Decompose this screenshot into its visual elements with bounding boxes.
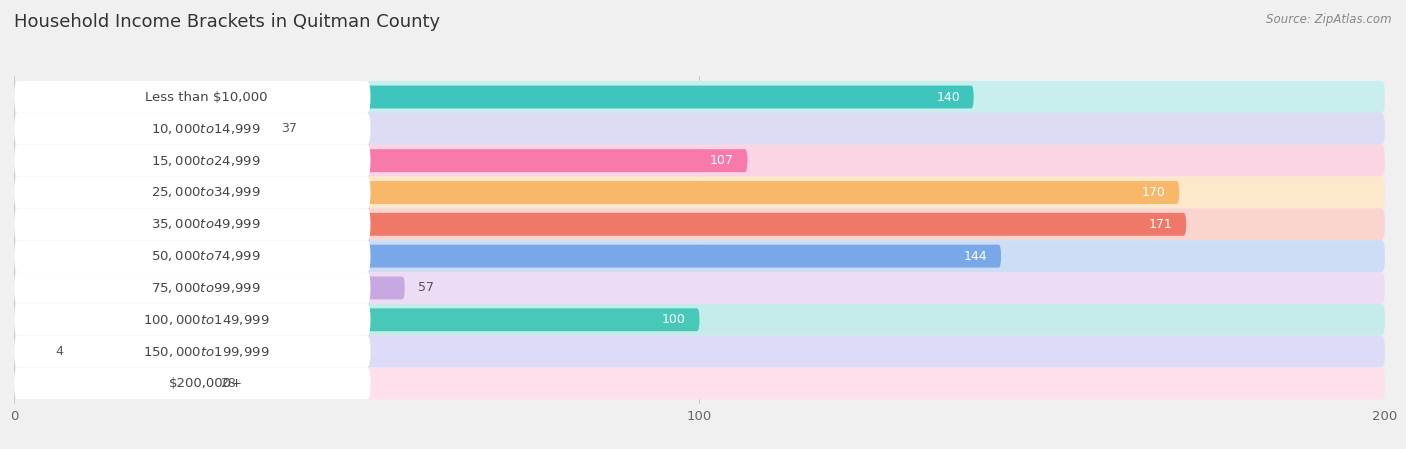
Text: Source: ZipAtlas.com: Source: ZipAtlas.com (1267, 13, 1392, 26)
FancyBboxPatch shape (14, 308, 700, 331)
Text: $35,000 to $49,999: $35,000 to $49,999 (150, 217, 262, 231)
Text: Less than $10,000: Less than $10,000 (145, 91, 267, 104)
FancyBboxPatch shape (14, 277, 405, 299)
FancyBboxPatch shape (14, 272, 371, 304)
FancyBboxPatch shape (14, 336, 371, 367)
Text: $75,000 to $99,999: $75,000 to $99,999 (150, 281, 262, 295)
Text: 4: 4 (55, 345, 63, 358)
FancyBboxPatch shape (14, 81, 1385, 113)
Text: 28: 28 (219, 377, 236, 390)
Text: 107: 107 (710, 154, 734, 167)
Text: $10,000 to $14,999: $10,000 to $14,999 (150, 122, 262, 136)
FancyBboxPatch shape (14, 304, 1385, 336)
Text: 100: 100 (662, 313, 686, 326)
FancyBboxPatch shape (14, 149, 748, 172)
FancyBboxPatch shape (14, 304, 371, 336)
Text: $25,000 to $34,999: $25,000 to $34,999 (150, 185, 262, 199)
FancyBboxPatch shape (14, 372, 207, 395)
FancyBboxPatch shape (14, 208, 1385, 240)
FancyBboxPatch shape (14, 86, 973, 109)
FancyBboxPatch shape (14, 245, 1001, 268)
FancyBboxPatch shape (14, 240, 1385, 272)
Text: $100,000 to $149,999: $100,000 to $149,999 (143, 313, 269, 327)
Text: $200,000+: $200,000+ (169, 377, 243, 390)
FancyBboxPatch shape (14, 113, 371, 145)
Text: $150,000 to $199,999: $150,000 to $199,999 (143, 344, 269, 359)
FancyBboxPatch shape (14, 113, 1385, 145)
FancyBboxPatch shape (14, 145, 1385, 176)
FancyBboxPatch shape (14, 176, 371, 208)
Text: 140: 140 (936, 91, 960, 104)
Text: 57: 57 (419, 282, 434, 295)
Text: $50,000 to $74,999: $50,000 to $74,999 (150, 249, 262, 263)
Text: 37: 37 (281, 122, 297, 135)
FancyBboxPatch shape (14, 81, 371, 113)
Text: Household Income Brackets in Quitman County: Household Income Brackets in Quitman Cou… (14, 13, 440, 31)
Text: 144: 144 (963, 250, 987, 263)
Text: 171: 171 (1149, 218, 1173, 231)
FancyBboxPatch shape (14, 145, 371, 176)
FancyBboxPatch shape (14, 240, 371, 272)
FancyBboxPatch shape (14, 176, 1385, 208)
FancyBboxPatch shape (14, 181, 1180, 204)
FancyBboxPatch shape (14, 340, 42, 363)
Text: $15,000 to $24,999: $15,000 to $24,999 (150, 154, 262, 167)
FancyBboxPatch shape (14, 213, 1187, 236)
FancyBboxPatch shape (14, 336, 1385, 367)
FancyBboxPatch shape (14, 117, 267, 140)
FancyBboxPatch shape (14, 272, 1385, 304)
FancyBboxPatch shape (14, 367, 371, 399)
Text: 170: 170 (1142, 186, 1166, 199)
FancyBboxPatch shape (14, 208, 371, 240)
FancyBboxPatch shape (14, 367, 1385, 399)
